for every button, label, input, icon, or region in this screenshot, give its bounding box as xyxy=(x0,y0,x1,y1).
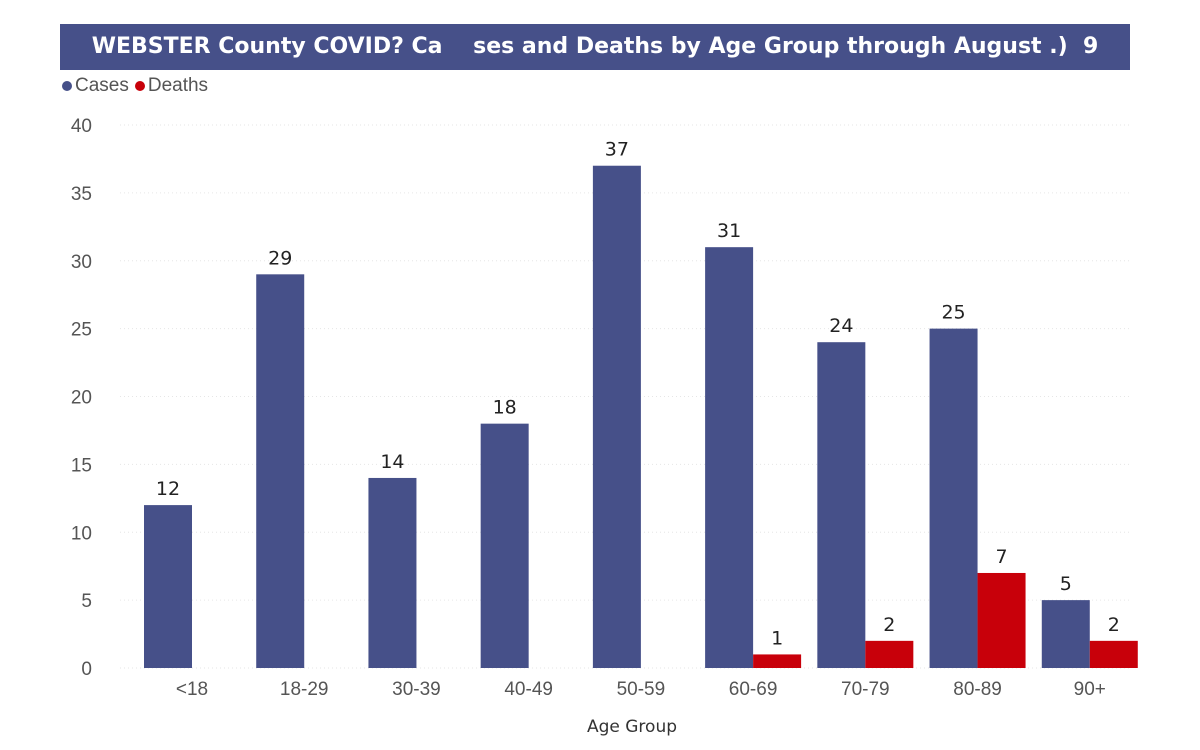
legend-item-cases: Cases xyxy=(62,75,129,97)
x-tick-label: 90+ xyxy=(1074,679,1106,700)
legend-cases-marker xyxy=(62,81,72,91)
y-axis-ticks: 0 5 10 15 20 25 30 35 40 xyxy=(71,116,92,680)
y-tick-label: 10 xyxy=(71,523,92,544)
data-label-cases: 12 xyxy=(156,478,180,500)
data-label-cases: 5 xyxy=(1060,573,1072,595)
y-tick-label: 5 xyxy=(81,591,92,612)
data-label-cases: 29 xyxy=(268,247,292,269)
bars xyxy=(144,165,1138,669)
x-axis-title: Age Group xyxy=(587,717,677,737)
x-tick-label: 50-59 xyxy=(617,679,666,700)
bar-deaths xyxy=(753,654,802,668)
bar-cases xyxy=(1041,600,1090,668)
bar-deaths xyxy=(865,640,914,668)
data-label-deaths: 2 xyxy=(883,614,895,636)
y-tick-label: 0 xyxy=(81,659,92,680)
data-label-deaths: 1 xyxy=(771,627,783,649)
bar-cases xyxy=(705,247,754,669)
x-tick-label: 80-89 xyxy=(953,679,1002,700)
bar-deaths xyxy=(977,572,1026,668)
bar-deaths xyxy=(1089,640,1138,668)
data-label-cases: 14 xyxy=(380,451,404,473)
legend-deaths-marker xyxy=(134,81,145,91)
x-tick-label: 70-79 xyxy=(841,679,890,700)
data-label-deaths: 2 xyxy=(1108,614,1120,636)
data-label-cases: 37 xyxy=(605,139,629,161)
x-tick-label: 30-39 xyxy=(392,679,441,700)
x-axis-ticks: <18 18-29 30-39 40-49 50-59 60-69 70-79 80-89 90… xyxy=(176,679,1106,700)
chart-title: WEBSTER County COVID? Ca ses and Deaths … xyxy=(60,24,1130,70)
bar-cases xyxy=(256,274,305,668)
y-tick-label: 25 xyxy=(71,320,92,341)
x-tick-label: 60-69 xyxy=(729,679,778,700)
y-tick-label: 35 xyxy=(71,184,92,205)
data-label-cases: 24 xyxy=(829,315,853,337)
legend: Cases Deaths xyxy=(62,74,214,98)
bar-cases xyxy=(592,165,641,668)
data-label-cases: 18 xyxy=(493,397,517,419)
bar-cases xyxy=(817,342,866,668)
bar-cases xyxy=(480,423,529,668)
legend-cases-label: Cases xyxy=(75,75,129,96)
y-tick-label: 15 xyxy=(71,455,92,476)
bar-cases xyxy=(144,505,192,668)
bar-cases xyxy=(929,328,978,668)
bar-cases xyxy=(368,477,417,668)
data-label-cases: 25 xyxy=(941,302,965,324)
y-tick-label: 30 xyxy=(71,252,92,273)
x-tick-label: 40-49 xyxy=(504,679,553,700)
legend-item-deaths: Deaths xyxy=(134,75,209,97)
y-tick-label: 40 xyxy=(71,116,92,137)
x-tick-label: 18-29 xyxy=(280,679,329,700)
x-tick-label: <18 xyxy=(176,679,208,700)
data-label-deaths: 7 xyxy=(996,546,1008,568)
data-labels: 12 29 14 18 37 31 1 24 2 25 7 5 2 xyxy=(156,139,1120,650)
data-label-cases: 31 xyxy=(717,220,741,242)
y-tick-label: 20 xyxy=(71,388,92,409)
legend-deaths-label: Deaths xyxy=(147,75,209,96)
